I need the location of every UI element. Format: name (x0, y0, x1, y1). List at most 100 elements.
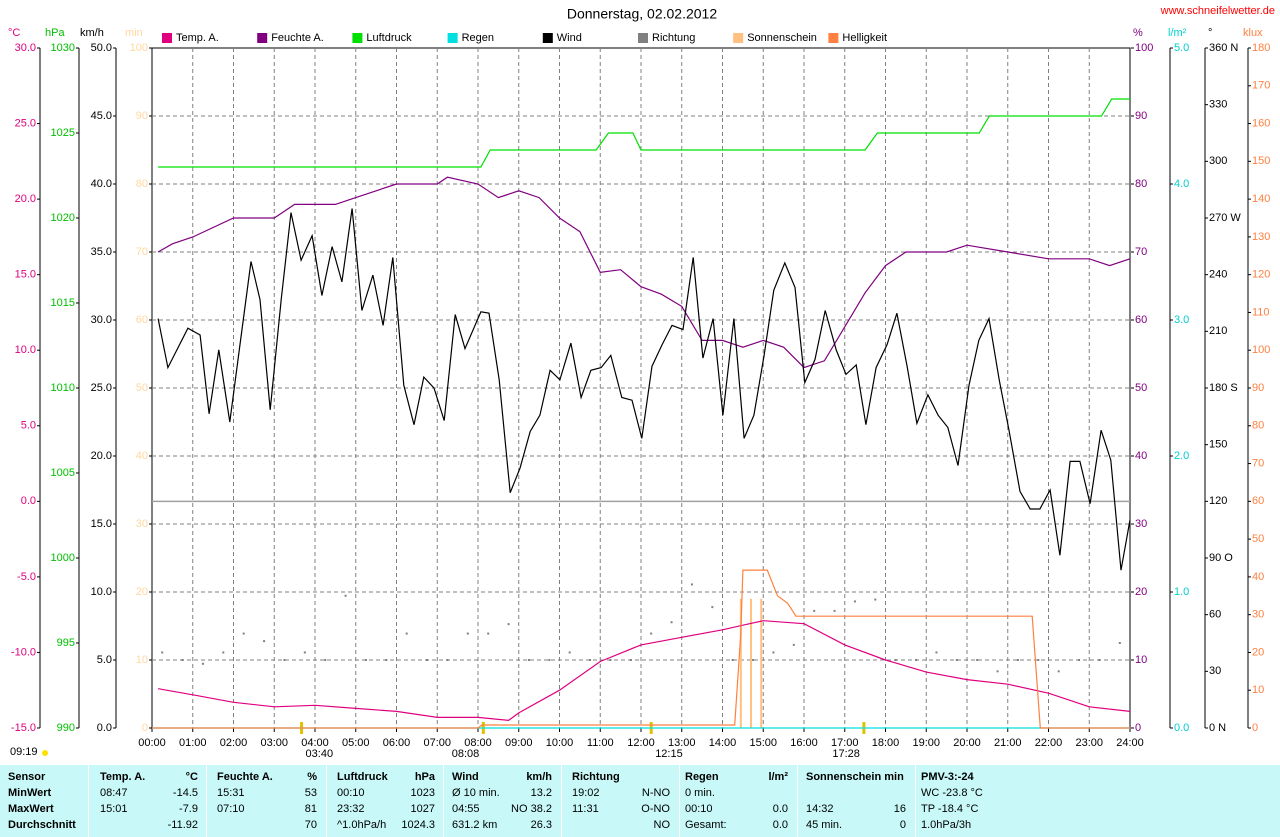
table-header: Sonnenschein min (806, 771, 904, 783)
y-tick-label: 10 (1135, 654, 1147, 666)
y-tick-label: 0 N (1209, 722, 1226, 734)
table-header: Wind (452, 771, 479, 783)
y-tick-label: 300 (1209, 155, 1227, 167)
y-tick-label: 80 (1252, 420, 1264, 432)
y-tick-label: 5.0 (1174, 42, 1189, 54)
direction-dot (752, 659, 755, 661)
table-header: Regen (685, 771, 719, 783)
table-cell: 11:31 (572, 803, 599, 815)
table-cell: NO 38.2 (511, 803, 552, 815)
axis-unit: °C (8, 27, 20, 39)
separator (915, 765, 916, 837)
direction-dot (364, 659, 367, 661)
y-tick-label: 60 (1252, 495, 1264, 507)
direction-dot (772, 651, 775, 654)
x-tick-label: 20:00 (953, 737, 981, 749)
x-tick-label: 09:00 (505, 737, 533, 749)
y-tick-label: -5.0 (17, 571, 36, 583)
x-tick-label: 01:00 (179, 737, 207, 749)
y-tick-label: 15.0 (91, 518, 112, 530)
table-cell: 0 min. (685, 787, 715, 799)
chart: Donnerstag, 02.02.2012 www.schneifelwett… (8, 5, 1275, 760)
y-tick-label: 1015 (51, 297, 75, 309)
table-cell: -14.5 (172, 787, 198, 799)
y-tick-label: 80 (1135, 178, 1147, 190)
table-cell: TP -18.4 °C (921, 803, 979, 815)
table-cell: 0 (899, 819, 906, 831)
table-header: °C (185, 771, 198, 783)
y-tick-label: 45.0 (91, 110, 112, 122)
separator (797, 765, 798, 837)
daylength: 09:19 (10, 746, 38, 758)
y-tick-label: 130 (1252, 231, 1270, 243)
table-cell: -7.9 (179, 803, 198, 815)
x-tick-label: 15:00 (749, 737, 777, 749)
direction-dot (650, 632, 653, 635)
table-cell: 0.0 (772, 819, 788, 831)
direction-dot (894, 659, 897, 661)
legend-label: Helligkeit (842, 32, 887, 44)
y-tick-label: 100 (130, 42, 148, 54)
summary-table: Sensor Temp. A. °C Feuchte A.% Luftdruck hPa W… (0, 765, 1280, 837)
y-tick-label: 20.0 (15, 193, 36, 205)
direction-dot (935, 651, 938, 654)
direction-dot (629, 659, 632, 661)
table-cell: Gesamt: (685, 819, 727, 831)
bar (739, 598, 742, 728)
y-tick-label: 50 (1252, 533, 1264, 545)
x-tick-label: 21:00 (994, 737, 1022, 749)
y-tick-label: 20 (1252, 646, 1264, 658)
table-cell: 1023 (410, 787, 435, 799)
y-tick-label: 360 N (1209, 42, 1238, 54)
y-tick-label: 1000 (51, 552, 75, 564)
y-tick-label: 30 (1209, 665, 1221, 677)
direction-dot (324, 659, 327, 661)
y-tick-label: 35.0 (91, 246, 112, 258)
table-cell: 16 (893, 803, 906, 815)
table-cell: 23:32 (337, 803, 365, 815)
y-tick-label: 0.0 (21, 495, 36, 507)
direction-dot (874, 598, 877, 601)
y-tick-label: 70 (1135, 246, 1147, 258)
legend-label: Luftdruck (366, 32, 412, 44)
table-header: PMV-3:-24 (921, 771, 974, 783)
table-cell: Durchschnitt (8, 819, 76, 831)
table-cell: Ø 10 min. (452, 787, 500, 799)
y-tick-label: 70 (136, 246, 148, 258)
y-tick-label: 0 (142, 722, 148, 734)
legend-swatch (828, 33, 839, 43)
x-tick-label: 22:00 (1035, 737, 1063, 749)
legend-label: Feuchte A. (271, 32, 324, 44)
y-tick-label: 40.0 (91, 178, 112, 190)
direction-dot (833, 609, 836, 612)
direction-dot (690, 583, 693, 586)
table-cell: 631.2 km (452, 819, 498, 831)
legend-label: Wind (557, 32, 582, 44)
direction-dot (426, 659, 429, 661)
x-tick-label: 04:00 (301, 737, 329, 749)
y-tick-label: 120 (1252, 269, 1270, 281)
x-tick-label: 02:00 (220, 737, 248, 749)
table-header: % (307, 771, 317, 783)
bar (760, 598, 763, 728)
x-tick-label: 12:00 (627, 737, 655, 749)
table-cell: 00:10 (337, 787, 365, 799)
table-header: Sensor (8, 771, 46, 783)
x-tick-label: 05:00 (342, 737, 370, 749)
table-header: Richtung (572, 771, 620, 783)
y-tick-label: 1005 (51, 467, 75, 479)
direction-dot (181, 659, 184, 661)
axis-unit: ° (1208, 27, 1212, 39)
direction-dot (161, 651, 164, 654)
direction-dot (263, 640, 266, 643)
x-tick-label: 23:00 (1075, 737, 1103, 749)
table-header: l/m² (768, 771, 788, 783)
y-tick-label: 20.0 (91, 450, 112, 462)
direction-dot (405, 632, 408, 635)
direction-dot (1098, 659, 1101, 661)
y-tick-label: 3.0 (1174, 314, 1189, 326)
y-tick-label: 40 (136, 450, 148, 462)
direction-dot (487, 632, 490, 635)
x-tick-label: 10:00 (546, 737, 574, 749)
x-tick-label: 06:00 (383, 737, 411, 749)
